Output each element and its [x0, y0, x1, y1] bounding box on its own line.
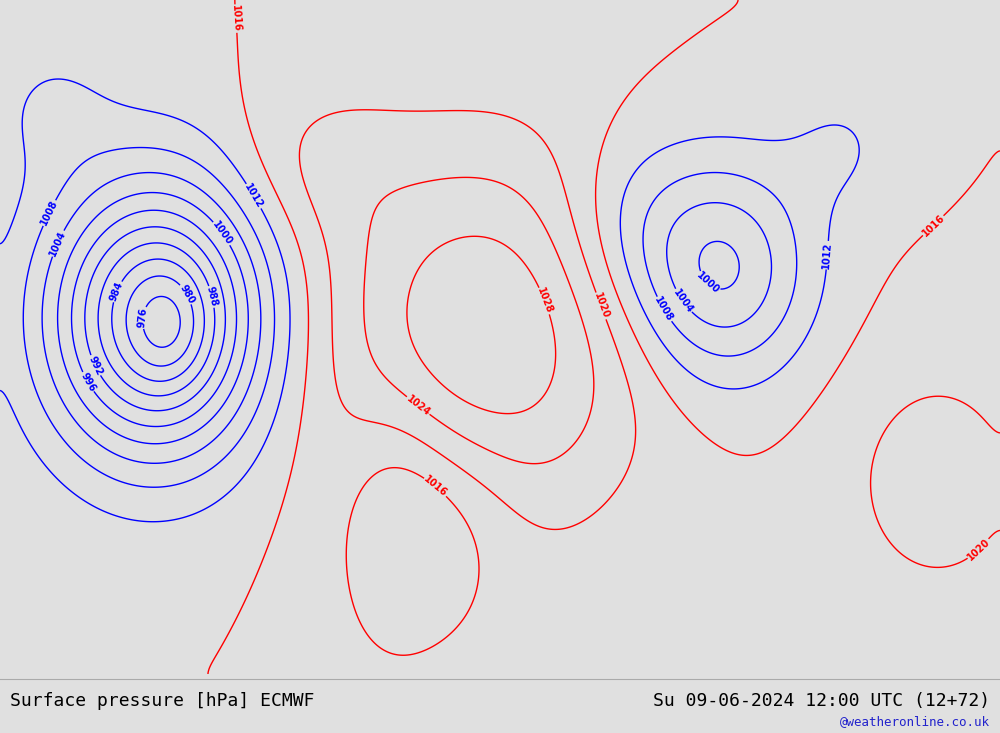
- Text: 992: 992: [86, 354, 104, 377]
- Text: 1004: 1004: [48, 229, 68, 258]
- Text: 1008: 1008: [39, 199, 60, 227]
- Text: 996: 996: [79, 371, 97, 393]
- Text: Surface pressure [hPa] ECMWF: Surface pressure [hPa] ECMWF: [10, 692, 314, 710]
- Text: 1008: 1008: [653, 295, 675, 323]
- Text: 1016: 1016: [920, 213, 946, 238]
- Text: 1000: 1000: [210, 219, 234, 247]
- Text: 1020: 1020: [965, 537, 992, 562]
- Text: 1020: 1020: [592, 292, 610, 320]
- Text: Su 09-06-2024 12:00 UTC (12+72): Su 09-06-2024 12:00 UTC (12+72): [653, 692, 990, 710]
- Text: 984: 984: [108, 280, 125, 303]
- Text: 1004: 1004: [671, 287, 695, 315]
- Text: @weatheronline.co.uk: @weatheronline.co.uk: [840, 715, 990, 729]
- Text: 1012: 1012: [821, 241, 833, 269]
- Text: 1024: 1024: [404, 394, 432, 418]
- Text: 1016: 1016: [422, 474, 449, 499]
- Text: 1028: 1028: [535, 287, 554, 315]
- Text: 976: 976: [137, 307, 149, 328]
- Text: 1016: 1016: [230, 5, 242, 32]
- Text: 1012: 1012: [243, 182, 265, 210]
- Text: 1000: 1000: [695, 270, 721, 296]
- Text: 980: 980: [177, 283, 196, 306]
- Text: 988: 988: [205, 286, 219, 308]
